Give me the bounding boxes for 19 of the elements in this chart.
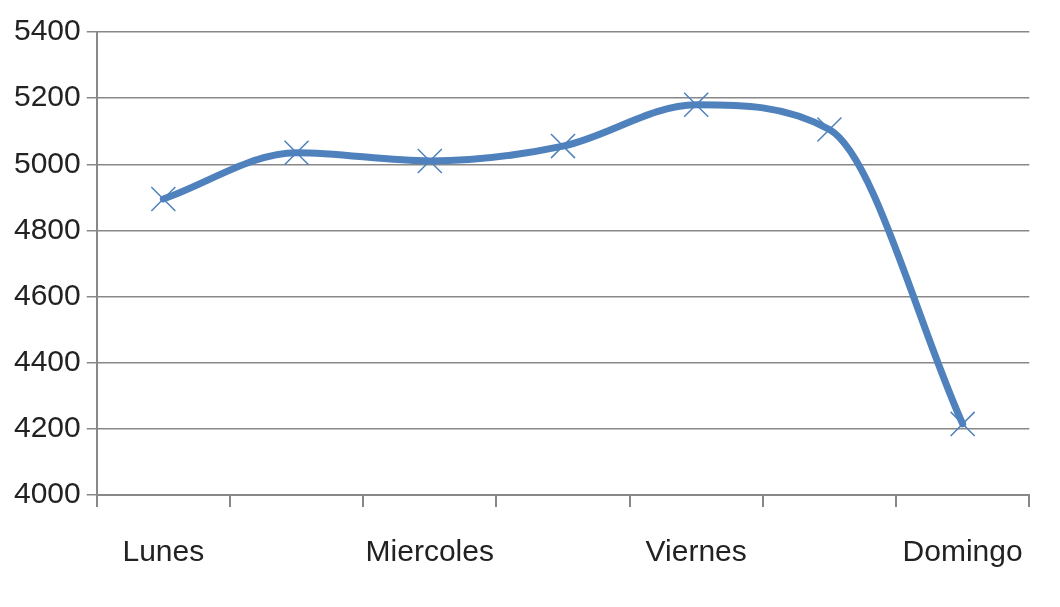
y-tick-label: 4400 — [13, 343, 81, 377]
y-tick-label: 4200 — [13, 410, 81, 444]
point — [283, 139, 310, 166]
point — [550, 133, 576, 159]
x-tick-label: Domingo — [902, 534, 1023, 568]
x-tick-label: Miercoles — [365, 534, 494, 568]
y-tick-label: 4600 — [13, 277, 81, 311]
x-tick-label: Viernes — [645, 534, 747, 568]
point — [150, 186, 177, 212]
point — [816, 116, 843, 143]
y-tick-label: 5200 — [13, 79, 81, 113]
point — [417, 148, 443, 174]
y-tick-label: 4000 — [13, 476, 81, 510]
point — [949, 411, 976, 437]
y-tick-label: 5000 — [13, 145, 81, 179]
y-tick-label: 4800 — [13, 211, 81, 245]
point — [683, 91, 709, 118]
y-tick-label: 5400 — [13, 13, 81, 47]
x-tick-label: Lunes — [122, 534, 205, 568]
